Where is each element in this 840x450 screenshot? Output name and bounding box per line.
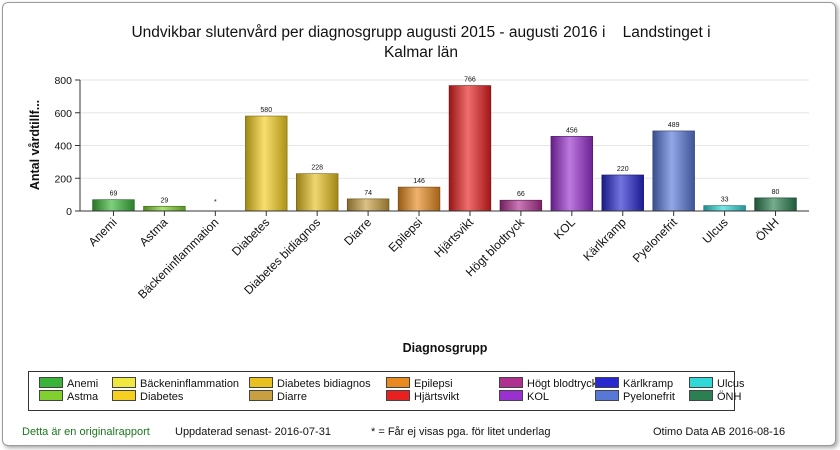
legend-item: KOL (499, 390, 550, 403)
legend-label: Kärlkramp (623, 378, 674, 390)
bar[interactable] (448, 85, 492, 212)
bar-value-label: 146 (413, 178, 425, 185)
legend-item: Diarre (249, 390, 307, 403)
bar-value-label: 66 (517, 191, 525, 198)
x-tick-label: Diarre (341, 215, 374, 248)
legend-swatch (499, 390, 523, 401)
bar-value-label: 456 (566, 127, 578, 134)
bar-value-label: 69 (110, 191, 118, 198)
legend-item: Bäckeninflammation (112, 377, 240, 390)
bar-value-label: 80 (772, 189, 780, 196)
legend-item: Kärlkramp (595, 377, 674, 390)
x-tick-label: Epilepsi (386, 215, 426, 255)
x-tick-label: Hjärtsvikt (431, 215, 476, 260)
x-tick-label: Kärlkramp (580, 215, 629, 264)
bar[interactable] (397, 186, 441, 212)
legend-swatch (39, 390, 63, 401)
bar-chart: 69 29 * 580 228 74 146 766 66 456 220 489 33 80 0 200 4… (28, 75, 809, 355)
x-tick-label: ÖNH (753, 215, 782, 244)
grid (80, 79, 809, 212)
bar[interactable] (295, 173, 339, 212)
y-tick-label: 800 (54, 75, 72, 87)
x-axis-title: Diagnosgrupp (403, 341, 488, 355)
x-tick-label: KOL (551, 215, 578, 242)
x-tick-label: Anemi (86, 215, 120, 249)
legend-swatch (112, 377, 136, 388)
bar-value-label: 228 (311, 165, 323, 172)
footnote-text: * = Får ej visas pga. för litet underlag (371, 426, 551, 438)
legend-label: Ulcus (717, 378, 745, 390)
report-frame: Undvikbar slutenvård per diagnosgrupp au… (2, 2, 836, 446)
legend-swatch (386, 377, 410, 388)
legend-swatch (249, 390, 273, 401)
bar-value-label: 33 (721, 197, 729, 204)
legend-swatch (595, 377, 619, 388)
bar[interactable] (601, 174, 644, 212)
vendor-text: Otimo Data AB 2016-08-16 (653, 426, 786, 438)
legend-item: Anemi (39, 377, 99, 390)
bars: 69 29 * 580 228 74 146 766 66 456 220 489 33 80 (92, 77, 797, 212)
bar[interactable] (703, 205, 746, 212)
bar[interactable] (754, 197, 797, 212)
legend-item: Diabetes (112, 390, 184, 403)
legend-item: Epilepsi (386, 377, 453, 390)
legend-label: Diabetes (140, 391, 184, 403)
chart-title-line-1: Undvikbar slutenvård per diagnosgrupp au… (131, 24, 711, 41)
x-tick-label: Astma (137, 215, 171, 249)
legend-label: Epilepsi (414, 378, 453, 390)
legend-label: Anemi (67, 378, 99, 390)
legend-swatch (249, 377, 273, 388)
legend-swatch (499, 377, 523, 388)
original-report-link[interactable]: Detta är en originalrapport (22, 426, 150, 438)
legend-item: Hjärtsvikt (386, 390, 460, 403)
legend-label: Bäckeninflammation (140, 378, 240, 390)
legend-swatch (689, 377, 713, 388)
legend-label: Hjärtsvikt (414, 391, 460, 403)
bar[interactable] (499, 199, 543, 212)
legend: Anemi Astma Bäckeninflammation Diabetes Diab… (28, 371, 745, 411)
legend-label: Diabetes bidiagnos (277, 378, 371, 390)
x-tick-label: Ulcus (700, 215, 731, 246)
y-tick-label: 0 (66, 206, 72, 218)
bar[interactable] (245, 115, 288, 212)
updated-text: Uppdaterad senast- 2016-07-31 (175, 426, 331, 438)
legend-swatch (595, 390, 619, 401)
legend-swatch (386, 390, 410, 401)
bar[interactable] (143, 205, 186, 212)
bar-value-label: 220 (617, 166, 629, 173)
x-tick-label: Diabetes (229, 215, 272, 258)
y-tick-label: 400 (54, 141, 72, 153)
bar-value-label: 74 (364, 190, 372, 197)
chart-title: Undvikbar slutenvård per diagnosgrupp au… (3, 23, 835, 63)
y-tick-label: 200 (54, 173, 72, 185)
legend-item: Pyelonefrit (595, 390, 675, 403)
legend-item: Astma (39, 390, 99, 403)
legend-label: ÖNH (717, 391, 742, 403)
legend-swatch (112, 390, 136, 401)
legend-item: Diabetes bidiagnos (249, 377, 371, 390)
bar[interactable] (550, 136, 594, 212)
chart-title-line-2: Kalmar län (383, 44, 459, 61)
legend-label: Pyelonefrit (623, 391, 675, 403)
legend-swatch (39, 377, 63, 388)
legend-item: ÖNH (689, 390, 742, 403)
bar-value-label: * (214, 199, 217, 206)
legend-label: KOL (527, 391, 550, 403)
bar-value-label: 489 (668, 122, 680, 129)
legend-item: Högt blodtryck (499, 377, 598, 390)
bar[interactable] (92, 199, 135, 212)
legend-label: Högt blodtryck (527, 378, 598, 390)
legend-item: Ulcus (689, 377, 745, 390)
bar-value-label: 580 (260, 107, 272, 114)
y-axis-title: Antal vårdtillf... (28, 100, 42, 190)
legend-swatch (689, 390, 713, 401)
legend-label: Astma (67, 391, 99, 403)
legend-label: Diarre (277, 391, 307, 403)
bar[interactable] (346, 198, 390, 212)
bar[interactable] (652, 130, 695, 212)
y-tick-label: 600 (54, 108, 72, 120)
bar-value-label: 29 (160, 197, 168, 204)
bar-value-label: 766 (464, 77, 476, 84)
x-tick-label: Pyelonefrit (630, 215, 680, 265)
